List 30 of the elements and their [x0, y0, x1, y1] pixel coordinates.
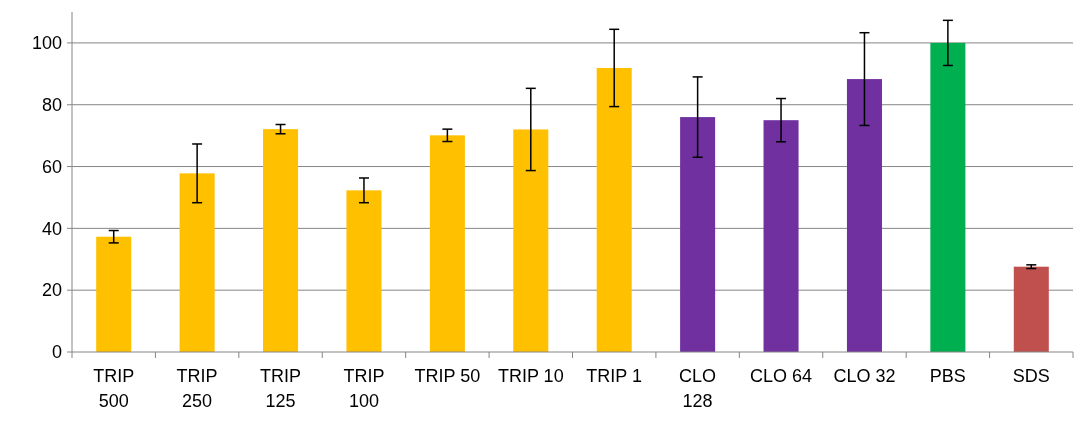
bar — [96, 236, 132, 352]
bar — [596, 67, 632, 352]
y-tick-label: 60 — [41, 156, 62, 177]
x-tick-label: TRIP 50 — [414, 366, 481, 386]
bar — [930, 42, 966, 352]
x-tick-label: TRIP 250 — [176, 366, 218, 411]
bar — [763, 120, 799, 352]
x-tick-label: CLO 32 — [833, 366, 896, 386]
y-tick-label: 0 — [51, 342, 62, 363]
bar — [179, 173, 215, 352]
bar — [263, 129, 299, 352]
y-tick-label: 20 — [41, 280, 62, 301]
bar — [346, 190, 382, 352]
y-tick-label: 80 — [41, 95, 62, 116]
y-tick-label: 40 — [41, 218, 62, 239]
x-tick-label: CLO 128 — [679, 366, 717, 411]
x-tick-label: PBS — [929, 366, 966, 386]
x-tick-label: TRIP 500 — [93, 366, 135, 411]
x-tick-label: SDS — [1012, 366, 1050, 386]
x-tick-label: TRIP 10 — [497, 366, 564, 386]
bar — [846, 79, 882, 352]
x-tick-label: TRIP 100 — [343, 366, 385, 411]
x-tick-label: TRIP 125 — [260, 366, 302, 411]
bar — [680, 117, 716, 352]
y-tick-label: 100 — [31, 33, 62, 54]
x-tick-label: CLO 64 — [750, 366, 813, 386]
x-tick-label: TRIP 1 — [586, 366, 643, 386]
bar — [429, 135, 465, 352]
bar — [1013, 266, 1049, 352]
bar — [513, 129, 549, 352]
